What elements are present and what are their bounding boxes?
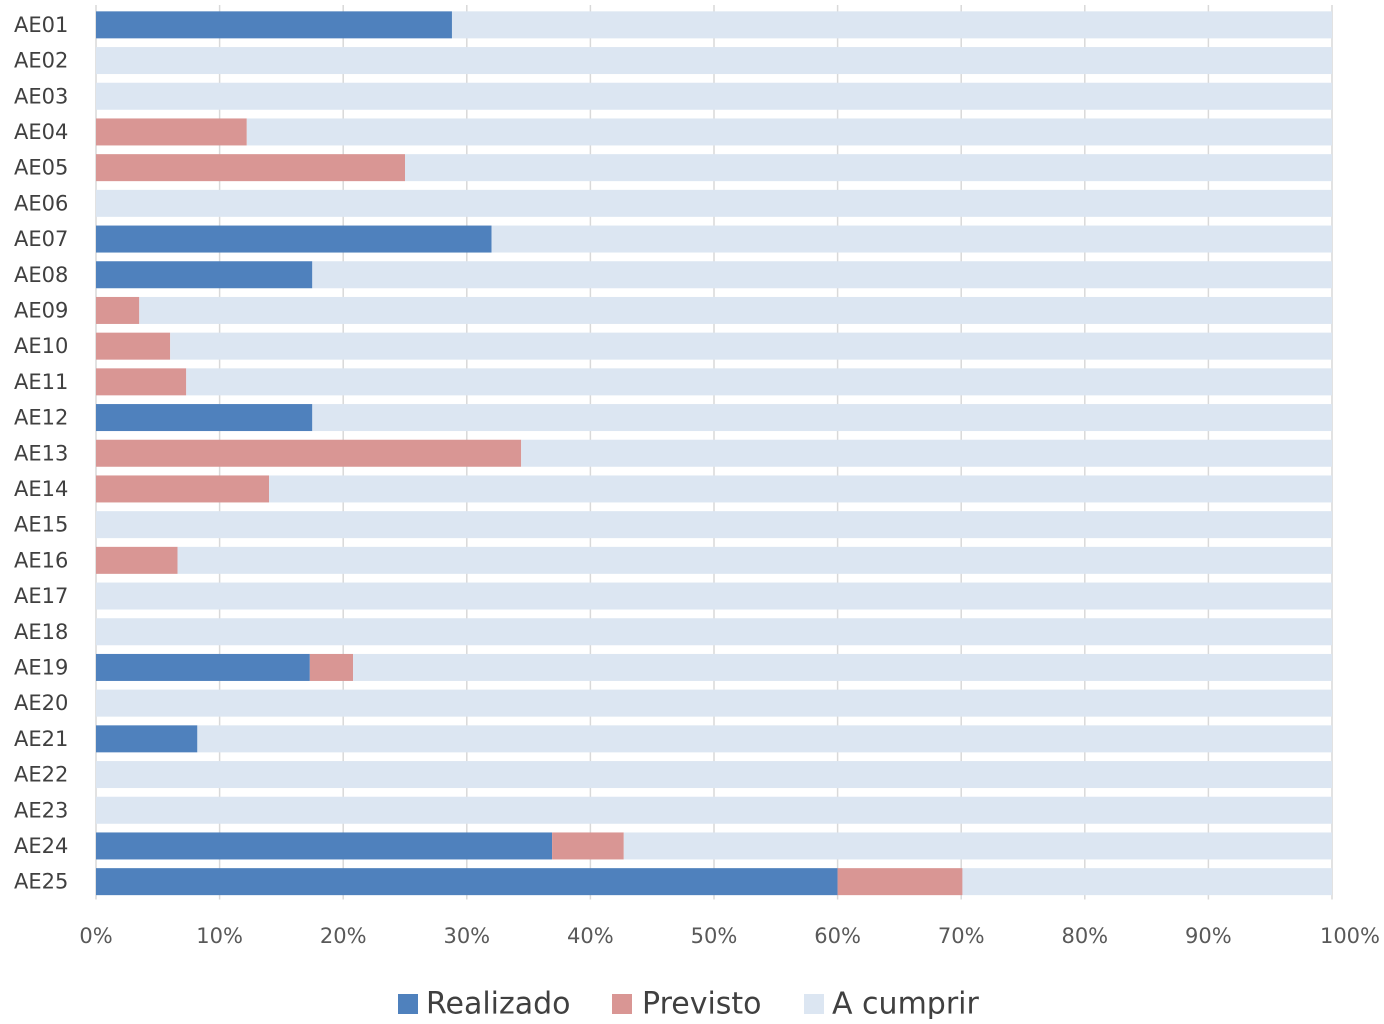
bar-ae06-a-cumprir [96, 189, 1332, 217]
bar-ae11-a-cumprir [186, 368, 1332, 396]
bar-ae03-a-cumprir [96, 82, 1332, 110]
bar-ae22-a-cumprir [96, 761, 1332, 789]
bar-ae09-a-cumprir [139, 296, 1332, 324]
category-label: AE21 [14, 727, 68, 751]
category-label: AE15 [14, 513, 68, 537]
bar-ae19-a-cumprir [353, 653, 1332, 681]
bar-ae24-realizado [96, 832, 553, 860]
x-tick-label: 50% [691, 924, 738, 948]
bar-ae10-a-cumprir [170, 332, 1332, 360]
legend-swatch-realizado [398, 994, 418, 1014]
bar-ae09-previsto [96, 296, 140, 324]
bar-ae19-realizado [96, 653, 310, 681]
x-tick-label: 20% [320, 924, 367, 948]
bar-ae20-a-cumprir [96, 689, 1332, 717]
category-label: AE17 [14, 584, 68, 608]
bar-ae21-a-cumprir [197, 725, 1332, 753]
bar-ae14-a-cumprir [269, 475, 1332, 503]
legend-label: Realizado [426, 987, 571, 1020]
bar-ae01-realizado [96, 11, 452, 39]
bar-ae07-realizado [96, 225, 492, 253]
bar-ae23-a-cumprir [96, 796, 1332, 824]
category-label: AE13 [14, 441, 68, 465]
legend: Realizado Previsto A cumprir [398, 987, 980, 1022]
category-label: AE03 [14, 84, 68, 108]
legend-label: Previsto [642, 987, 762, 1020]
category-label: AE04 [14, 120, 68, 144]
bar-ae24-previsto [552, 832, 624, 860]
category-label: AE24 [14, 834, 68, 858]
bar-ae11-previsto [96, 368, 187, 396]
category-label: AE23 [14, 798, 68, 822]
category-label: AE07 [14, 227, 68, 251]
bar-ae04-a-cumprir [246, 118, 1333, 146]
bar-ae12-a-cumprir [312, 404, 1332, 432]
category-label: AE09 [14, 298, 68, 322]
bar-ae08-realizado [96, 261, 313, 289]
bar-ae07-a-cumprir [491, 225, 1332, 253]
legend-label: A cumprir [832, 987, 980, 1020]
bar-ae25-realizado [96, 868, 838, 896]
bar-ae08-a-cumprir [312, 261, 1332, 289]
category-label: AE02 [14, 49, 68, 73]
x-tick-label: 90% [1185, 924, 1232, 948]
bar-ae17-a-cumprir [96, 582, 1332, 610]
x-tick-label: 80% [1061, 924, 1108, 948]
category-label: AE11 [14, 370, 68, 394]
x-tick-label: 60% [814, 924, 861, 948]
bar-ae01-a-cumprir [451, 11, 1332, 39]
bar-ae13-previsto [96, 439, 522, 467]
category-label: AE05 [14, 156, 68, 180]
bar-ae02-a-cumprir [96, 47, 1332, 75]
category-label: AE19 [14, 655, 68, 679]
category-label: AE14 [14, 477, 68, 501]
bar-ae18-a-cumprir [96, 618, 1332, 646]
bar-ae12-realizado [96, 404, 313, 432]
category-label: AE08 [14, 263, 68, 287]
bar-ae16-a-cumprir [177, 546, 1332, 574]
x-tick-label: 10% [196, 924, 243, 948]
category-label: AE01 [14, 13, 68, 37]
bar-ae05-previsto [96, 154, 405, 182]
bar-ae10-previsto [96, 332, 171, 360]
x-tick-label: 30% [443, 924, 490, 948]
bar-ae25-previsto [837, 868, 963, 896]
bar-ae13-a-cumprir [521, 439, 1332, 467]
category-label: AE22 [14, 763, 68, 787]
category-label: AE10 [14, 334, 68, 358]
x-tick-label: 70% [938, 924, 985, 948]
x-tick-label: 100% [1320, 924, 1380, 948]
category-axis: AE01 AE02 AE03 AE04 AE05 AE06 AE07 AE08 AE09 AE10… [14, 13, 68, 894]
bar-ae15-a-cumprir [96, 511, 1332, 539]
bars [96, 11, 1333, 896]
x-tick-label: 40% [567, 924, 614, 948]
bar-ae25-a-cumprir [962, 868, 1332, 896]
bar-ae16-previsto [96, 546, 178, 574]
value-axis: 0% 10% 20% 30% 40% 50% 60% 70% 80% 90% 100% [79, 924, 1380, 948]
bar-ae19-previsto [309, 653, 354, 681]
category-label: AE12 [14, 406, 68, 430]
category-label: AE06 [14, 191, 68, 215]
bar-ae14-previsto [96, 475, 270, 503]
category-label: AE20 [14, 691, 68, 715]
legend-swatch-previsto [612, 994, 632, 1014]
category-label: AE16 [14, 548, 68, 572]
bar-ae05-a-cumprir [405, 154, 1332, 182]
category-label: AE25 [14, 870, 68, 894]
legend-swatch-a-cumprir [804, 994, 824, 1014]
category-label: AE18 [14, 620, 68, 644]
bar-ae24-a-cumprir [623, 832, 1332, 860]
bar-ae04-previsto [96, 118, 247, 146]
x-tick-label: 0% [79, 924, 112, 948]
bar-ae21-realizado [96, 725, 198, 753]
